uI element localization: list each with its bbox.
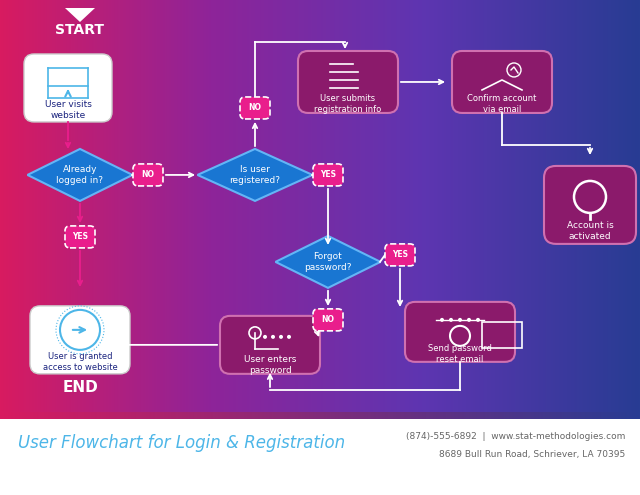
Text: User Flowchart for Login & Registration: User Flowchart for Login & Registration <box>18 434 345 452</box>
FancyBboxPatch shape <box>385 244 415 266</box>
Text: YES: YES <box>72 233 88 242</box>
Text: Send password
reset email: Send password reset email <box>428 344 492 363</box>
Text: Account is
activated: Account is activated <box>566 221 613 241</box>
FancyBboxPatch shape <box>30 306 130 374</box>
Text: NO: NO <box>141 170 154 179</box>
FancyBboxPatch shape <box>405 302 515 362</box>
Circle shape <box>458 318 462 322</box>
Text: User visits
website: User visits website <box>45 100 92 120</box>
Circle shape <box>271 335 275 339</box>
Text: User enters
password: User enters password <box>244 355 296 375</box>
FancyBboxPatch shape <box>220 316 320 374</box>
Polygon shape <box>198 149 312 201</box>
Circle shape <box>476 318 480 322</box>
Text: (874)-555-6892  |  www.stat-methodologies.com: (874)-555-6892 | www.stat-methodologies.… <box>406 433 625 442</box>
FancyBboxPatch shape <box>452 51 552 113</box>
Circle shape <box>507 63 521 77</box>
Text: NO: NO <box>321 315 335 324</box>
Polygon shape <box>28 149 132 201</box>
FancyBboxPatch shape <box>313 164 343 186</box>
Text: Already
logged in?: Already logged in? <box>56 165 104 185</box>
Text: NO: NO <box>248 103 262 112</box>
Text: Forgot
password?: Forgot password? <box>304 252 352 272</box>
Text: START: START <box>56 23 104 37</box>
Text: Is user
registered?: Is user registered? <box>230 165 280 185</box>
Polygon shape <box>65 8 95 22</box>
Text: Confirm account
via email: Confirm account via email <box>467 94 537 114</box>
FancyBboxPatch shape <box>298 51 398 113</box>
FancyBboxPatch shape <box>544 166 636 244</box>
FancyBboxPatch shape <box>133 164 163 186</box>
Text: YES: YES <box>320 170 336 179</box>
Circle shape <box>287 335 291 339</box>
FancyBboxPatch shape <box>313 309 343 331</box>
Circle shape <box>263 335 267 339</box>
FancyBboxPatch shape <box>24 54 112 122</box>
Text: YES: YES <box>392 250 408 259</box>
Circle shape <box>440 318 444 322</box>
Text: User is granted
access to website: User is granted access to website <box>43 352 117 372</box>
Circle shape <box>449 318 453 322</box>
Text: User submits
registration info: User submits registration info <box>314 94 381 114</box>
Text: END: END <box>62 380 98 396</box>
FancyBboxPatch shape <box>65 226 95 248</box>
Text: 8689 Bull Run Road, Schriever, LA 70395: 8689 Bull Run Road, Schriever, LA 70395 <box>439 450 625 459</box>
Polygon shape <box>275 236 381 288</box>
FancyBboxPatch shape <box>240 97 270 119</box>
Circle shape <box>279 335 283 339</box>
Circle shape <box>467 318 471 322</box>
